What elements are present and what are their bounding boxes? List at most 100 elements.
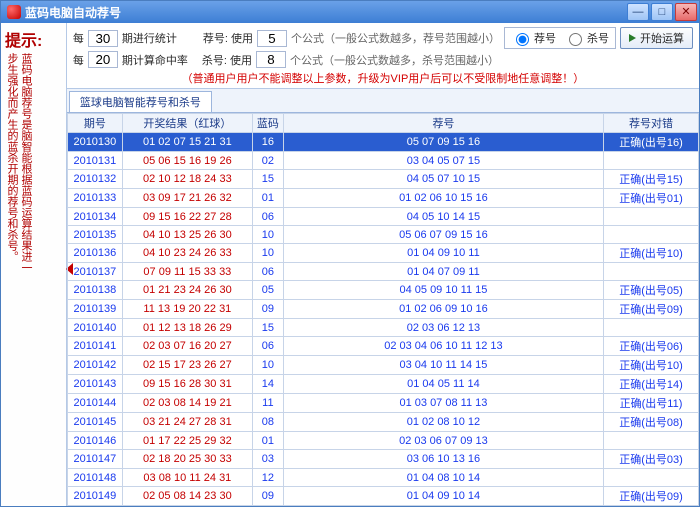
cell-blue: 05 <box>252 281 283 300</box>
table-row[interactable]: 201014102 03 07 16 20 270602 03 04 06 10… <box>67 337 698 356</box>
hint-sidebar: 提示: 蓝码电脑荐号是脑智能根据蓝码运算结果进一步生强化而产生的蓝杀开期的荐号和… <box>1 23 67 506</box>
close-button[interactable]: ✕ <box>675 3 697 21</box>
table-row[interactable]: 201013303 09 17 21 26 320101 02 06 10 15… <box>67 189 698 208</box>
table-row[interactable]: 201014702 18 20 25 30 330303 06 10 13 16… <box>67 450 698 469</box>
table-row[interactable]: 201013001 02 07 15 21 311605 07 09 15 16… <box>67 133 698 152</box>
cell-blue: 10 <box>252 244 283 263</box>
table-row[interactable]: 201014309 15 16 28 30 311401 04 05 11 14… <box>67 375 698 394</box>
cell-rec: 04 05 09 10 11 15 <box>283 281 603 300</box>
cell-red: 04 10 23 24 26 33 <box>122 244 252 263</box>
table-row[interactable]: 201013504 10 13 25 26 301005 06 07 09 15… <box>67 226 698 244</box>
table-row[interactable]: 201013202 10 12 18 24 331504 05 07 10 15… <box>67 170 698 189</box>
mode-and-start: 荐号 杀号 开始运算 <box>504 27 693 49</box>
cell-verdict <box>604 226 699 244</box>
cell-verdict: 正确(出号14) <box>604 375 699 394</box>
table-row[interactable]: 201014503 21 24 27 28 310801 02 08 10 12… <box>67 413 698 432</box>
label: 每 <box>73 52 84 68</box>
periods-hit-input[interactable] <box>88 51 118 68</box>
table-row[interactable]: 201013801 21 23 24 26 300504 05 09 10 11… <box>67 281 698 300</box>
cell-verdict: 正确(出号11) <box>604 394 699 413</box>
cell-blue: 06 <box>252 263 283 281</box>
cell-red: 02 05 08 14 23 30 <box>122 487 252 506</box>
vip-warning: （普通用户用户不能调整以上参数，升级为VIP用户后可以不受限制地任意调整！） <box>73 70 693 86</box>
rec-formula-input[interactable] <box>257 30 287 47</box>
radio-kill[interactable]: 杀号 <box>564 30 609 46</box>
minimize-button[interactable]: — <box>627 3 649 21</box>
cell-period: 2010143 <box>67 375 122 394</box>
cell-verdict: 正确(出号10) <box>604 356 699 375</box>
cell-verdict: 正确(出号10) <box>604 244 699 263</box>
cell-rec: 01 02 06 09 10 16 <box>283 300 603 319</box>
col-header[interactable]: 荐号 <box>283 114 603 133</box>
table-row[interactable]: 201014001 12 13 18 26 291502 03 06 12 13 <box>67 319 698 337</box>
cell-red: 02 10 12 18 24 33 <box>122 170 252 189</box>
start-button[interactable]: 开始运算 <box>620 27 693 49</box>
cell-rec: 03 06 10 13 16 <box>283 450 603 469</box>
cell-period: 2010131 <box>67 152 122 170</box>
cell-period: 2010148 <box>67 469 122 487</box>
table-scroll[interactable]: 期号开奖结果（红球）蓝码荐号荐号对错 201013001 02 07 15 21… <box>67 113 699 506</box>
cell-verdict <box>604 319 699 337</box>
table-row[interactable]: 201013105 06 15 16 19 260203 04 05 07 15 <box>67 152 698 170</box>
play-icon <box>629 34 636 42</box>
cell-blue: 15 <box>252 319 283 337</box>
table-row[interactable]: 201014402 03 08 14 19 211101 03 07 08 11… <box>67 394 698 413</box>
table-row[interactable]: 201014902 05 08 14 23 300901 04 09 10 14… <box>67 487 698 506</box>
cell-period: 2010142 <box>67 356 122 375</box>
col-header[interactable]: 蓝码 <box>252 114 283 133</box>
cell-blue: 01 <box>252 432 283 450</box>
cell-rec: 注册后可见待开期预测号码！ <box>283 506 603 507</box>
tab-recommend-kill[interactable]: 篮球电脑智能荐号和杀号 <box>69 91 212 112</box>
cell-rec: 03 04 10 11 14 15 <box>283 356 603 375</box>
cell-rec: 01 04 09 10 14 <box>283 487 603 506</box>
label: 期计算命中率 <box>122 52 188 68</box>
cell-verdict: 正确(出号08) <box>604 413 699 432</box>
table-row[interactable]: 201014601 17 22 25 29 320102 03 06 07 09… <box>67 432 698 450</box>
cell-verdict: 正确(出号05) <box>604 281 699 300</box>
table-row[interactable]: 201013707 09 11 15 33 330601 04 07 09 11 <box>67 263 698 281</box>
maximize-button[interactable]: □ <box>651 3 673 21</box>
table-row[interactable]: 201014803 08 10 11 24 311201 04 08 10 14 <box>67 469 698 487</box>
opt-row-1: 每 期进行统计 荐号: 使用 个公式（一般公式数越多，荐号范围越小） 荐号 杀号… <box>73 27 693 49</box>
table-row[interactable]: 201013604 10 23 24 26 331001 04 09 10 11… <box>67 244 698 263</box>
radio-kill-input[interactable] <box>569 33 582 46</box>
cell-period: 2010138 <box>67 281 122 300</box>
cell-period: 2010132 <box>67 170 122 189</box>
table-row[interactable]: 待 开00 00 00 00 00 0000注册后可见待开期预测号码！ <box>67 506 698 507</box>
cell-blue: 09 <box>252 487 283 506</box>
cell-red: 09 15 16 28 30 31 <box>122 375 252 394</box>
col-header[interactable]: 荐号对错 <box>604 114 699 133</box>
cell-red: 02 03 08 14 19 21 <box>122 394 252 413</box>
cell-blue: 12 <box>252 469 283 487</box>
cell-verdict: 正确(出号06) <box>604 337 699 356</box>
kill-formula-input[interactable] <box>256 51 286 68</box>
cell-blue: 15 <box>252 170 283 189</box>
cell-rec: 01 02 08 10 12 <box>283 413 603 432</box>
hint-title: 提示: <box>5 27 62 51</box>
col-header[interactable]: 开奖结果（红球） <box>122 114 252 133</box>
cell-rec: 05 06 07 09 15 16 <box>283 226 603 244</box>
table-row[interactable]: 201014202 15 17 23 26 271003 04 10 11 14… <box>67 356 698 375</box>
cell-red: 03 21 24 27 28 31 <box>122 413 252 432</box>
col-header[interactable]: 期号 <box>67 114 122 133</box>
cell-blue: 10 <box>252 356 283 375</box>
table-row[interactable]: 201013911 13 19 20 22 310901 02 06 09 10… <box>67 300 698 319</box>
app-icon <box>7 5 21 19</box>
label: 荐号: 使用 <box>203 30 253 46</box>
cell-blue: 01 <box>252 189 283 208</box>
cell-rec: 03 04 05 07 15 <box>283 152 603 170</box>
radio-recommend-input[interactable] <box>516 33 529 46</box>
cell-red: 11 13 19 20 22 31 <box>122 300 252 319</box>
cell-period: 2010135 <box>67 226 122 244</box>
cell-rec: 01 03 07 08 11 13 <box>283 394 603 413</box>
titlebar: 蓝码电脑自动荐号 — □ ✕ <box>1 1 699 23</box>
table-row[interactable]: 201013409 15 16 22 27 280604 05 10 14 15 <box>67 208 698 226</box>
cell-period: 2010139 <box>67 300 122 319</box>
cell-verdict <box>604 469 699 487</box>
label: 期进行统计 <box>122 30 177 46</box>
cell-verdict <box>604 152 699 170</box>
periods-stat-input[interactable] <box>88 30 118 47</box>
cell-verdict: 正确(出号15) <box>604 170 699 189</box>
cell-red: 09 15 16 22 27 28 <box>122 208 252 226</box>
radio-recommend[interactable]: 荐号 <box>511 30 556 46</box>
